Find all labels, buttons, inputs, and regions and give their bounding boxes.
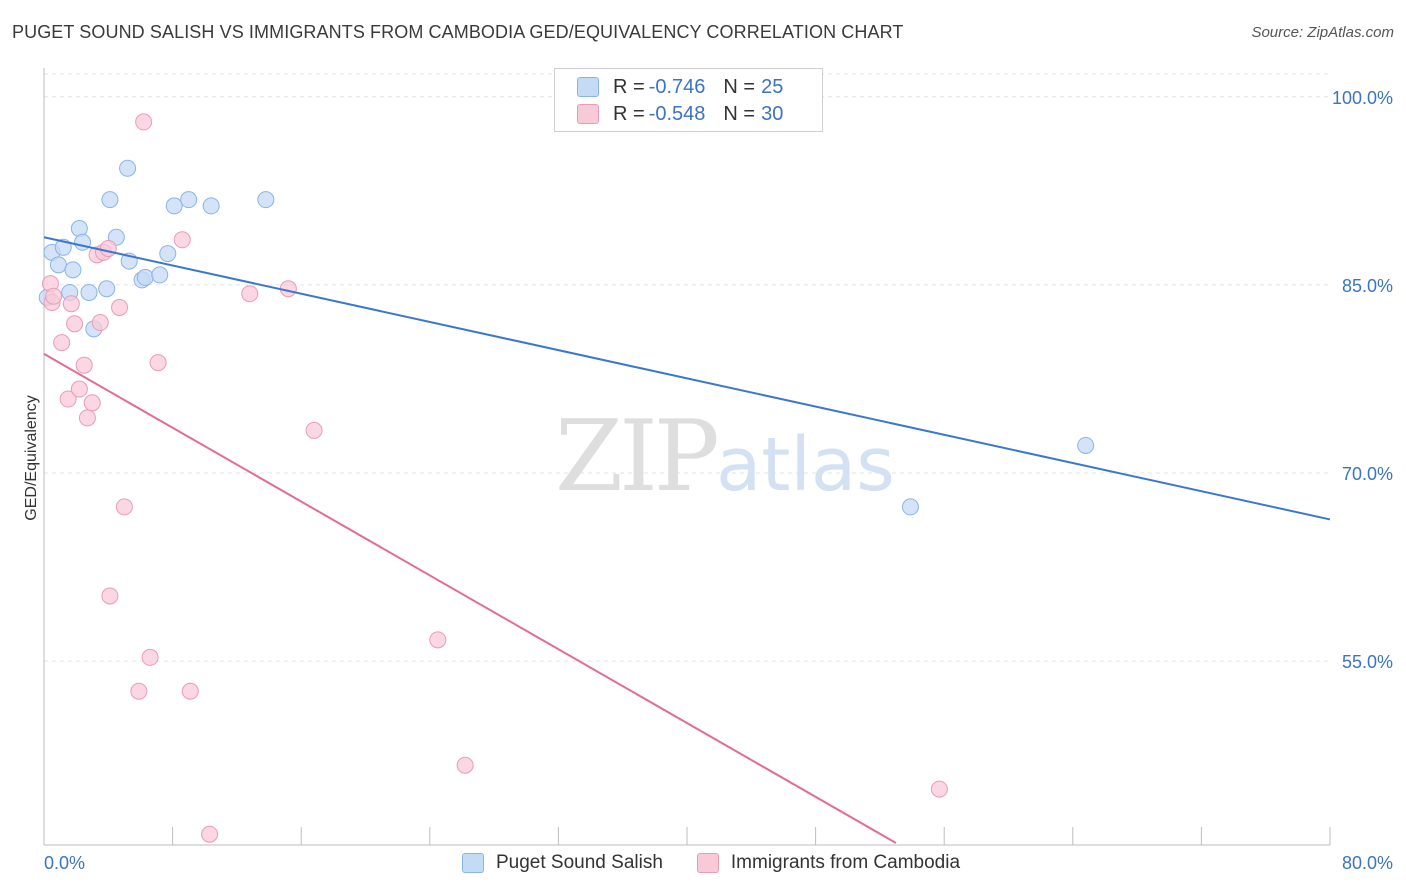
cambodia-point (456, 756, 474, 774)
watermark-atlas: atlas (716, 422, 895, 508)
y-tick-label: 100.0% (1332, 88, 1393, 108)
puget-point (98, 280, 116, 298)
x-tick-label: 0.0% (44, 853, 85, 873)
gridlines (44, 73, 1330, 662)
legend-r-label: R = (613, 102, 645, 125)
y-tick-label: 70.0% (1342, 464, 1393, 484)
puget-point (180, 191, 198, 209)
puget-point (49, 256, 67, 274)
series-name-pink: Immigrants from Cambodia (730, 852, 961, 873)
puget-point (159, 245, 177, 263)
puget-point (901, 498, 919, 516)
axes (43, 68, 1331, 846)
cambodia-point (62, 295, 80, 313)
cambodia-point (101, 587, 119, 605)
watermark-zip: ZIP (555, 400, 717, 514)
cambodia-point (83, 394, 101, 412)
y-axis-label: GED/Equivalency (23, 395, 40, 520)
legend-row-pink: R = -0.548 N = 30 (577, 102, 783, 126)
series-legend: Puget Sound Salish Immigrants from Cambo… (462, 852, 994, 874)
legend-swatch-blue (577, 77, 599, 97)
x-tick-label: 80.0% (1342, 853, 1393, 873)
cambodia-point (66, 315, 84, 333)
legend-n-label: N = (723, 75, 756, 98)
cambodia-point (130, 682, 148, 700)
puget-trend-line (43, 236, 1331, 521)
puget-point (119, 159, 137, 177)
cambodia-point (53, 334, 71, 352)
cambodia-point (930, 780, 948, 798)
legend-row-blue: R = -0.746 N = 25 (577, 75, 783, 99)
data-points (38, 113, 1095, 843)
cambodia-point (70, 380, 88, 398)
cambodia-point (75, 356, 93, 374)
cambodia-point (429, 631, 447, 649)
cambodia-point (201, 825, 219, 843)
cambodia-point (241, 285, 259, 303)
cambodia-point (115, 498, 133, 516)
puget-point (257, 191, 275, 209)
y-tick-label: 55.0% (1342, 652, 1393, 672)
series-legend-item-pink[interactable]: Immigrants from Cambodia (696, 852, 961, 874)
legend-swatch-pink (577, 104, 599, 124)
chart-title: PUGET SOUND SALISH VS IMMIGRANTS FROM CA… (12, 22, 904, 42)
y-tick-label: 85.0% (1342, 276, 1393, 296)
legend-n-label: N = (723, 102, 756, 125)
series-name-blue: Puget Sound Salish (496, 852, 663, 873)
puget-point (70, 219, 88, 237)
cambodia-point (305, 421, 323, 439)
puget-point (151, 266, 169, 284)
legend-n-value: 25 (761, 75, 784, 98)
legend-n-value: 30 (761, 102, 784, 125)
tick-labels: 55.0% 70.0% 85.0% 100.0% 0.0% 80.0% (44, 88, 1393, 873)
series-swatch-pink (696, 853, 719, 873)
cambodia-point (141, 648, 159, 666)
correlation-legend: R = -0.746 N = 25 R = -0.548 N = 30 (554, 68, 823, 132)
series-swatch-blue (462, 853, 484, 873)
legend-r-label: R = (613, 75, 645, 98)
cambodia-point (111, 299, 129, 316)
puget-point (1077, 436, 1095, 454)
source-label: Source: ZipAtlas.com (1251, 24, 1394, 41)
cambodia-point (173, 231, 191, 249)
puget-point (80, 283, 98, 301)
cambodia-point (45, 287, 63, 305)
series-legend-item-blue[interactable]: Puget Sound Salish (462, 852, 663, 874)
cambodia-point (135, 113, 153, 131)
legend-r-value: -0.746 (648, 75, 706, 98)
cambodia-point (91, 314, 109, 332)
cambodia-point (99, 240, 117, 258)
cambodia-point (181, 682, 199, 700)
puget-point (165, 197, 183, 215)
puget-point (64, 261, 82, 279)
puget-point (101, 191, 119, 209)
cambodia-point (149, 354, 167, 372)
puget-point (136, 268, 154, 286)
legend-r-value: -0.548 (648, 102, 706, 125)
cambodia-point (78, 409, 96, 427)
puget-point (202, 197, 220, 215)
cambodia-trend-line (43, 353, 897, 844)
trend-lines (43, 236, 1331, 844)
cambodia-point (59, 390, 77, 408)
